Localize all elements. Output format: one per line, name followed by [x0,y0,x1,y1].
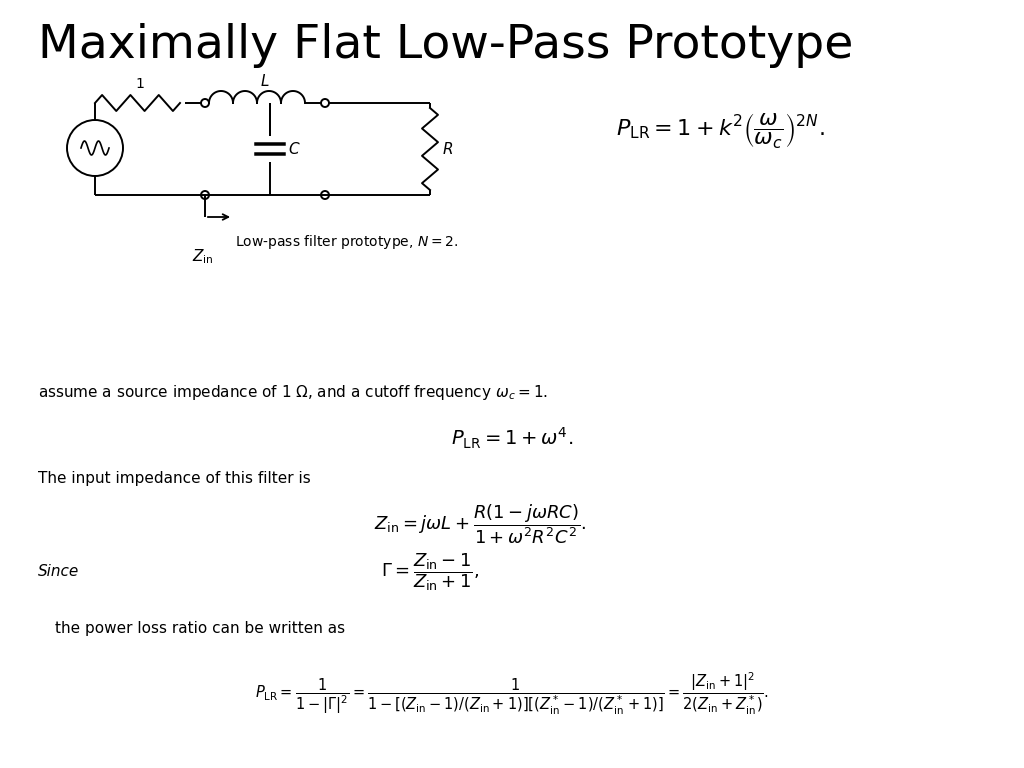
Text: $P_{\mathrm{LR}} = 1 + k^2 \left(\dfrac{\omega}{\omega_c}\right)^{2N}$.: $P_{\mathrm{LR}} = 1 + k^2 \left(\dfrac{… [615,111,824,150]
Text: $L$: $L$ [260,73,269,89]
Text: $P_{\mathrm{LR}} = 1 + \omega^4$.: $P_{\mathrm{LR}} = 1 + \omega^4$. [451,425,573,451]
Text: The input impedance of this filter is: The input impedance of this filter is [38,471,310,485]
Text: $P_{\mathrm{LR}} = \dfrac{1}{1 - |\Gamma|^2} = \dfrac{1}{1 - [(Z_{\mathrm{in}}-1: $P_{\mathrm{LR}} = \dfrac{1}{1 - |\Gamma… [255,670,769,717]
Text: $R$: $R$ [442,141,454,157]
Text: the power loss ratio can be written as: the power loss ratio can be written as [55,621,345,635]
Text: $\Gamma = \dfrac{Z_{\mathrm{in}} - 1}{Z_{\mathrm{in}} + 1}$,: $\Gamma = \dfrac{Z_{\mathrm{in}} - 1}{Z_… [381,551,479,593]
Text: Maximally Flat Low-Pass Prototype: Maximally Flat Low-Pass Prototype [38,23,853,68]
Text: $Z_{\mathrm{in}}$: $Z_{\mathrm{in}}$ [193,247,214,266]
Text: Since: Since [38,564,79,580]
Text: Low-pass filter prototype, $N = 2$.: Low-pass filter prototype, $N = 2$. [234,233,459,251]
Text: $Z_{\mathrm{in}} = j\omega L + \dfrac{R(1 - j\omega RC)}{1 + \omega^2 R^2 C^2}$.: $Z_{\mathrm{in}} = j\omega L + \dfrac{R(… [374,502,586,546]
Text: 1: 1 [135,77,144,91]
Text: assume a source impedance of 1 $\Omega$, and a cutoff frequency $\omega_c = 1$.: assume a source impedance of 1 $\Omega$,… [38,383,548,402]
Text: $C$: $C$ [288,141,301,157]
